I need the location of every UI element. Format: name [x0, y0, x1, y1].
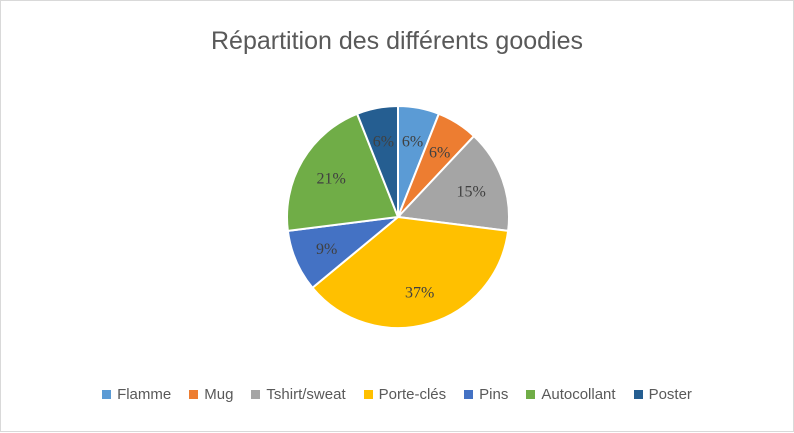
pie-slice-porte-cl-s — [311, 215, 510, 329]
legend-label: Porte-clés — [378, 386, 447, 403]
pie-slice-tshirt-sweat — [395, 134, 510, 233]
legend-item-flamme: Flamme — [102, 386, 171, 403]
legend-label: Flamme — [117, 386, 172, 403]
legend-swatch — [251, 390, 261, 399]
pie-slice-autocollant — [286, 112, 400, 233]
data-label-flamme: 6% — [402, 134, 423, 151]
legend-swatch — [633, 390, 643, 399]
legend-item-poster: Poster — [633, 386, 692, 403]
legend-item-porte-cl-s: Porte-clés — [363, 386, 447, 403]
legend-item-mug: Mug — [189, 386, 233, 403]
legend-label: Mug — [204, 386, 234, 403]
legend-label: Pins — [479, 386, 509, 403]
data-label-pins: 9% — [316, 241, 337, 258]
pie-slice-poster — [355, 104, 399, 218]
legend-swatch — [526, 390, 536, 399]
chart-title: Répartition des différents goodies — [211, 27, 583, 55]
legend-item-pins: Pins — [464, 386, 508, 403]
data-label-autocollant: 21% — [316, 170, 345, 187]
legend-item-autocollant: Autocollant — [526, 386, 616, 403]
data-label-tshirt-sweat: 15% — [456, 184, 485, 201]
legend-swatch — [102, 390, 112, 399]
legend-swatch — [464, 390, 474, 399]
data-label-poster: 6% — [373, 134, 394, 151]
data-label-mug: 6% — [429, 144, 450, 161]
legend-label: Tshirt/sweat — [266, 386, 346, 403]
chart-legend: Flamme Mug Tshirt/sweat Porte-clés Pins Autoc… — [1, 386, 793, 403]
legend-label: Autocollant — [541, 386, 616, 403]
legend-swatch — [189, 390, 199, 399]
legend-item-tshirt-sweat: Tshirt/sweat — [251, 386, 346, 403]
data-label-porte-cl-s: 37% — [405, 285, 434, 302]
legend-label: Poster — [648, 386, 692, 403]
legend-swatch — [363, 390, 373, 399]
